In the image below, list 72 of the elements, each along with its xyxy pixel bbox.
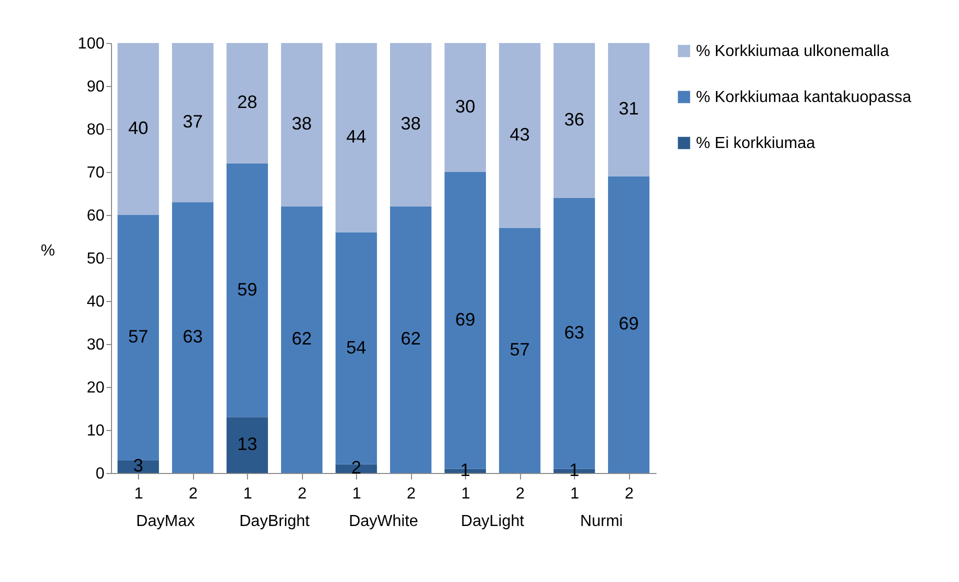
legend-label: % Ei korkkiumaa [696,135,816,152]
text: DayBright [239,513,310,530]
data-label: 62 [400,328,421,349]
y-tick-label: 80 [86,122,105,138]
x-tick-label: 1 [243,486,252,502]
bar [118,215,159,460]
x-tick-label: 2 [298,486,307,502]
bar [281,43,322,206]
bar [554,43,595,198]
data-label: 2 [351,458,362,478]
y-tick-label: 20 [86,380,105,396]
data-label: 31 [618,98,639,119]
x-tick-label: 1 [134,486,144,502]
y-tick-label: 70 [86,164,105,182]
text: DayMax [136,513,195,530]
data-label: 62 [292,328,312,349]
x-tick-label: 1 [352,486,362,502]
x-tick-label: 1 [461,486,470,502]
bar [172,202,214,473]
data-label: 30 [455,96,476,116]
data-label: 38 [400,114,421,134]
bar [608,43,650,176]
x-tick-label: 2 [188,486,198,502]
bar [444,43,486,172]
y-tick-label: 90 [86,78,105,96]
data-label: 44 [346,126,366,147]
data-label: 37 [182,112,203,132]
bar [226,43,268,164]
y-tick-label: 40 [86,294,105,310]
bar [390,206,432,473]
y-axis-title: % [40,242,55,260]
data-label: 38 [292,114,312,134]
data-label: 69 [455,309,476,330]
data-label: 40 [128,118,148,138]
bar [390,43,432,206]
bar [336,43,377,232]
x-tick-label: 1 [570,486,580,502]
bar [608,176,650,473]
data-label: 36 [564,109,584,130]
data-label: 63 [564,322,584,342]
text: DayWhite [348,513,418,530]
legend-label: % Korkkiumaa ulkonemalla [696,43,890,60]
bar [499,228,540,473]
text: DayLight [460,513,525,530]
data-label: 57 [510,339,530,360]
y-tick-label: 50 [86,250,105,268]
data-label: 28 [237,92,258,112]
data-label: 13 [237,434,258,454]
y-tick-label: 100 [78,36,105,52]
bar [226,163,268,418]
data-label: 59 [237,279,258,300]
data-label: 57 [128,326,148,347]
y-tick-label: 30 [86,336,105,354]
x-tick-label: 2 [624,486,634,502]
bar [226,417,268,473]
bar [499,43,540,228]
data-label: 54 [346,337,366,358]
y-tick-label: 0 [96,466,105,482]
legend-label: % Korkkiumaa kantakuopassa [696,89,912,106]
data-label: 63 [182,326,203,347]
bar [172,43,214,202]
y-tick-label: 60 [86,208,105,224]
data-label: 69 [618,314,639,334]
data-label: 3 [133,456,144,476]
text: Nurmi [580,513,623,530]
bar [118,460,159,473]
y-tick-label: 10 [86,422,105,440]
data-label: 43 [510,124,530,144]
x-tick-label: 2 [516,486,525,502]
bar [118,43,159,215]
x-tick-label: 2 [406,486,416,502]
bar [281,206,322,473]
